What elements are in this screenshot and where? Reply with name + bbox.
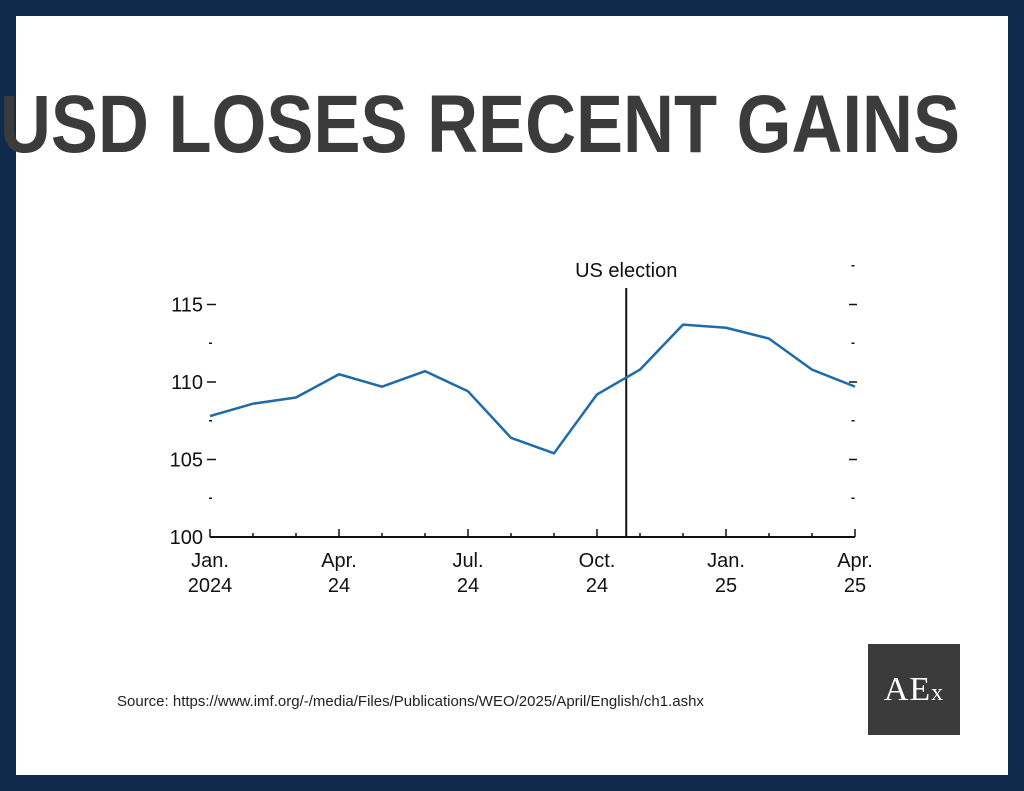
x-tick-label: 24 <box>328 575 350 597</box>
x-tick-label: Oct. <box>579 550 616 572</box>
poster-frame <box>16 16 1008 775</box>
brand-logo: AEx <box>868 644 960 735</box>
y-tick-label: 115 <box>171 295 203 317</box>
election-marker-label: US election <box>575 260 677 282</box>
x-tick-label: 25 <box>715 575 737 597</box>
chart-series <box>209 323 856 455</box>
x-tick-label: 24 <box>457 575 479 597</box>
x-tick-label: Jul. <box>452 550 483 572</box>
x-tick-label: Apr. <box>837 550 873 572</box>
x-tick-label: 24 <box>586 575 608 597</box>
y-axis: 100 105 110 115 <box>170 295 216 549</box>
y-tick-label: 100 <box>170 527 203 549</box>
x-tick-label: Jan. <box>191 550 229 572</box>
x-tick-label: 2024 <box>188 575 233 597</box>
usd-index-line <box>209 323 856 455</box>
y-tick-label: 110 <box>171 372 203 394</box>
page-title: USD LOSES RECENT GAINS <box>0 79 960 170</box>
y-tick-label: 105 <box>170 450 203 472</box>
x-tick-label: 25 <box>844 575 866 597</box>
chart-annotations: US election <box>575 260 677 537</box>
x-tick-label: Apr. <box>321 550 357 572</box>
right-axis <box>849 265 857 499</box>
source-note: Source: https://www.imf.org/-/media/File… <box>117 693 704 710</box>
x-tick-label: Jan. <box>707 550 745 572</box>
x-axis: Jan. 2024 Apr. 24 Jul. 24 Oct. 24 Jan. 25 Apr. 25 <box>188 529 873 597</box>
logo-text: AEx <box>883 670 945 708</box>
